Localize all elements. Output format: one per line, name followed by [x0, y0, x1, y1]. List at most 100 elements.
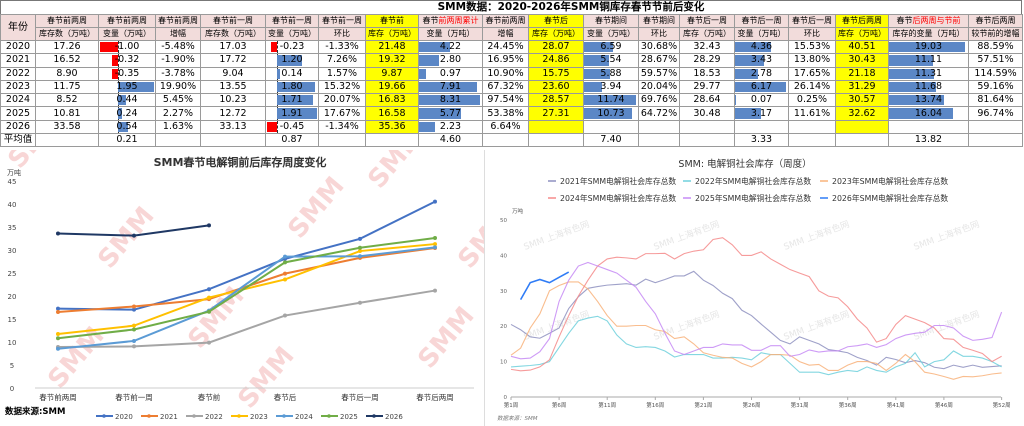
data-cell: 69.76% — [638, 93, 680, 108]
x-tick-label: 第1周 — [504, 401, 519, 409]
y-tick-label: 25 — [8, 270, 17, 278]
watermark-text: SMM 上海有色网 — [652, 308, 721, 343]
data-point — [207, 287, 211, 292]
data-cell: 81.64% — [968, 93, 1023, 108]
data-cell: 4.36 — [734, 39, 789, 55]
y-tick-label: 50 — [500, 218, 507, 224]
data-point — [56, 231, 60, 236]
data-cell: 9.87 — [365, 66, 419, 81]
cell-text: 11.75 — [53, 81, 81, 93]
data-cell: 5.77 — [418, 106, 483, 121]
cell-text: 32.43 — [693, 41, 721, 53]
data-point — [433, 242, 437, 247]
legend-marker — [147, 414, 151, 418]
column-header: 春节前一周 — [265, 14, 319, 28]
cell-text: 88.59% — [977, 41, 1014, 53]
average-cell: 13.82 — [888, 133, 969, 148]
header-row-top: 年份 春节前两周 春节前两周 春节前两周 春节前一周 春节前一周 春节前一周 春节前 春节前两周… — [0, 14, 1023, 41]
subheader-label: 变量（万吨） — [268, 29, 316, 38]
cell-text: 8.90 — [56, 67, 78, 79]
subheader-label: 库存（万吨） — [368, 29, 416, 38]
subheader-label: 增幅 — [497, 29, 514, 38]
average-cell — [788, 133, 836, 148]
year-header: 年份 — [0, 14, 36, 41]
negative-data-bar — [112, 55, 118, 66]
column-subheader: 库存数（万吨） — [35, 27, 99, 41]
header-label: 春节前 — [380, 16, 404, 25]
data-cell: 114.59% — [968, 66, 1023, 81]
cell-text: 4.22 — [439, 41, 462, 53]
subheader-label: 库存（万吨） — [683, 29, 731, 38]
cell-text: 2022 — [5, 67, 31, 79]
average-cell — [835, 133, 889, 148]
data-cell — [583, 119, 639, 135]
data-point — [283, 313, 287, 318]
cell-text: 33.13 — [219, 120, 247, 132]
data-cell: 16.83 — [365, 93, 419, 108]
data-bar — [419, 108, 462, 119]
data-cell: 88.59% — [968, 39, 1023, 55]
data-cell: 13.80% — [788, 53, 836, 68]
subheader-label: 变量（万吨） — [426, 29, 475, 38]
y-tick-label: 45 — [8, 178, 17, 186]
column-header: 春节后两周 — [968, 14, 1023, 28]
x-tick-label: 第16周 — [646, 401, 664, 409]
data-cell: 6.59 — [583, 39, 639, 55]
year-cell: 2025 — [0, 106, 36, 121]
data-bar — [584, 108, 632, 119]
header-label: 春节期间 — [643, 16, 675, 25]
table-row: 2025 10.81 0.24 2.27% 12.72 1.91 17.67% 16.58 5.… — [0, 106, 1023, 121]
cell-text: -1.33% — [325, 41, 359, 53]
cell-text: 30.57 — [848, 94, 876, 106]
data-bar — [276, 68, 280, 79]
data-bar — [419, 95, 480, 106]
series-line-2025 — [510, 261, 1003, 360]
y-axis-unit: 万吨 — [7, 168, 21, 177]
data-bar — [584, 81, 602, 93]
cell-text: 32.62 — [848, 107, 876, 119]
data-cell: 17.26 — [35, 39, 99, 55]
cell-text: 5.45% — [162, 94, 194, 106]
watermark-text: SMM 上海有色网 — [912, 218, 981, 253]
data-bar — [889, 68, 935, 79]
data-point — [207, 309, 211, 314]
cell-text: 13.55 — [219, 81, 247, 93]
data-bar — [419, 81, 477, 93]
column-subheader: 环比 — [638, 27, 680, 41]
table-row: 2023 11.75 1.95 19.90% 13.55 1.80 15.32% 19.66 7… — [0, 79, 1023, 95]
cell-text: 17.26 — [53, 41, 81, 53]
data-cell: 17.67% — [318, 106, 366, 121]
data-cell: 64.72% — [638, 106, 680, 121]
data-cell: 0.24 — [98, 106, 156, 121]
cell-text: 10.23 — [219, 94, 247, 106]
series-line-2026 — [519, 271, 570, 301]
data-cell — [968, 119, 1023, 135]
cell-text: 0.87 — [281, 134, 303, 146]
data-cell: 96.74% — [968, 106, 1023, 121]
data-cell: 16.58 — [365, 106, 419, 121]
cell-text: 17.65% — [793, 67, 831, 79]
cell-text: 2026 — [5, 120, 31, 132]
column-subheader: 库存（万吨） — [365, 27, 419, 41]
data-cell: 8.90 — [35, 66, 99, 81]
average-cell — [528, 133, 584, 148]
data-cell: -1.34% — [318, 119, 366, 135]
data-cell: 33.58 — [35, 119, 99, 135]
data-cell: 30.43 — [835, 53, 889, 68]
table-row: 2022 8.90 -0.35 -3.78% 9.04 0.14 1.57% 9.87 0.97… — [0, 66, 1023, 81]
y-tick-label: 20 — [8, 293, 17, 301]
data-cell — [638, 119, 680, 135]
data-bar — [735, 81, 787, 93]
data-bar — [419, 68, 427, 79]
cell-text: 0.14 — [281, 67, 303, 79]
data-cell: 17.72 — [200, 53, 266, 68]
series-line-2023 — [57, 243, 436, 335]
inventory-table: 年份 春节前两周 春节前两周 春节前两周 春节前一周 春节前一周 春节前一周 春节前 春节前两周… — [0, 14, 1023, 148]
table-row: 2026 33.58 0.54 1.63% 33.13 -0.45 -1.34% 35.36 2… — [0, 119, 1023, 135]
cell-text: 2023 — [5, 81, 31, 93]
x-tick-label: 春节前一周 — [115, 392, 153, 402]
x-tick-label: 第21周 — [694, 401, 712, 409]
data-cell: 2.78 — [734, 66, 789, 81]
data-bar — [584, 95, 637, 106]
cell-text: 9.04 — [222, 67, 244, 79]
